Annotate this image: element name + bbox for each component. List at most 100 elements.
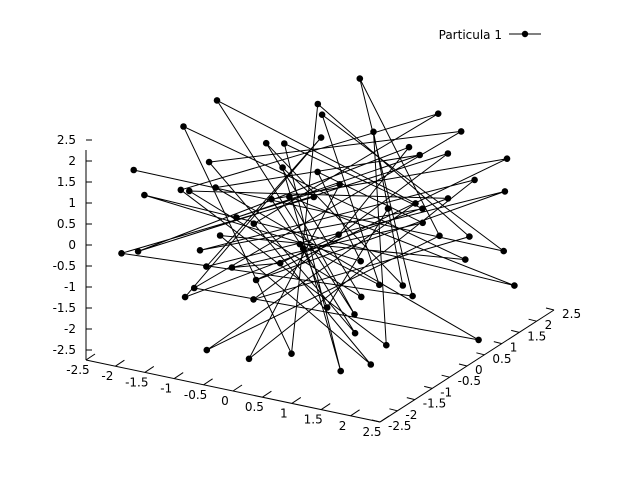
y-tick-mark [528, 318, 537, 322]
data-point [436, 232, 443, 240]
data-point [314, 168, 321, 176]
y-tick-label: -0.5 [458, 374, 481, 388]
data-point [286, 193, 293, 200]
data-point [228, 264, 236, 271]
x-tick-label: 0.5 [245, 400, 264, 414]
x-tick-label: -0.5 [184, 388, 207, 402]
data-point [384, 205, 392, 212]
x-tick-mark [115, 359, 125, 367]
data-point [409, 292, 416, 300]
data-point [358, 293, 365, 301]
data-point [310, 193, 318, 201]
x-tick-mark [173, 372, 184, 380]
data-point [336, 181, 344, 188]
x-tick-label: -1 [160, 382, 172, 396]
legend-label: Particula 1 [439, 28, 502, 42]
y-tick-label: -1.5 [423, 397, 446, 411]
data-point [370, 128, 377, 136]
x-tick-label: 0 [221, 394, 229, 408]
data-point [250, 220, 258, 227]
x-tick-mark [85, 353, 96, 361]
tick-marks: -2.5 -2 -1.5 -1 -0.5 0 0.5 1 1.5 2 2.5 -2.5-2-1.5-1… [53, 133, 582, 439]
z-tick-label: -2 [64, 322, 76, 336]
data-point [376, 281, 383, 289]
data-point [212, 184, 219, 191]
y-tick-label: -2 [405, 408, 417, 422]
data-point [511, 282, 518, 289]
y-tick-mark [406, 397, 415, 401]
y-tick-mark [389, 408, 398, 412]
x-tick-label: 2.5 [362, 425, 381, 439]
data-point [399, 282, 407, 289]
data-point [203, 263, 210, 270]
data-point [323, 304, 331, 311]
data-point [279, 164, 286, 171]
data-point [351, 311, 358, 318]
data-point [444, 150, 452, 157]
y-tick-label: 2.5 [562, 307, 581, 321]
data-point [457, 128, 465, 135]
y-tick-mark [511, 329, 520, 333]
data-point [190, 284, 198, 292]
z-tick-label: 1 [68, 196, 76, 210]
z-tick-label: 2 [68, 154, 76, 168]
y-tick-mark [458, 363, 468, 367]
data-point [503, 155, 511, 162]
y-tick-label: 0 [475, 363, 483, 377]
data-point [412, 200, 419, 207]
data-point [216, 232, 224, 239]
y-tick-label: 0.5 [492, 352, 511, 366]
x-tick-label: 1.5 [304, 413, 323, 427]
x-tick-label: -2 [101, 369, 113, 383]
data-point [118, 250, 125, 257]
data-point [196, 247, 204, 254]
z-tick-label: 0.5 [57, 217, 76, 231]
data-point [357, 257, 365, 265]
data-point [471, 176, 478, 184]
data-point [180, 123, 187, 130]
y-tick-label: -1 [440, 385, 452, 399]
z-tick-label: -0.5 [53, 259, 76, 273]
y-tick-label: -2.5 [388, 419, 411, 433]
y-tick-mark [441, 374, 450, 378]
data-point [177, 186, 185, 194]
x-tick-mark [379, 415, 390, 423]
data-point [444, 195, 452, 202]
data-point [419, 205, 426, 212]
data-point [181, 293, 189, 301]
data-point [268, 195, 275, 203]
data-point [462, 256, 469, 263]
series-particula-1 [118, 75, 518, 375]
data-point [314, 100, 322, 108]
data-point [416, 151, 424, 159]
y-tick-label: 1 [510, 341, 518, 355]
data-point [434, 110, 442, 117]
x-tick-mark [144, 365, 155, 373]
data-point [466, 233, 473, 240]
data-point [288, 350, 295, 358]
x-tick-mark [232, 384, 243, 392]
data-point [383, 341, 390, 349]
data-point [351, 329, 359, 337]
data-point [203, 346, 211, 354]
data-point [356, 75, 364, 82]
y-tick-mark [371, 419, 381, 423]
data-point [134, 248, 142, 255]
x-tick-label: -1.5 [125, 375, 148, 389]
x-tick-mark [350, 409, 360, 417]
series-line [121, 78, 515, 372]
y-tick-mark [476, 352, 485, 356]
data-point [276, 259, 284, 267]
y-tick-label: 2 [545, 318, 553, 332]
y-tick-mark [493, 341, 502, 345]
legend: Particula 1 [439, 28, 541, 42]
data-point [419, 219, 427, 227]
y-tick-mark [545, 307, 555, 311]
data-point [130, 166, 137, 174]
data-point [318, 111, 326, 118]
data-point [281, 140, 288, 147]
y-tick-mark [424, 385, 433, 389]
x-tick-label: 1 [280, 406, 288, 420]
